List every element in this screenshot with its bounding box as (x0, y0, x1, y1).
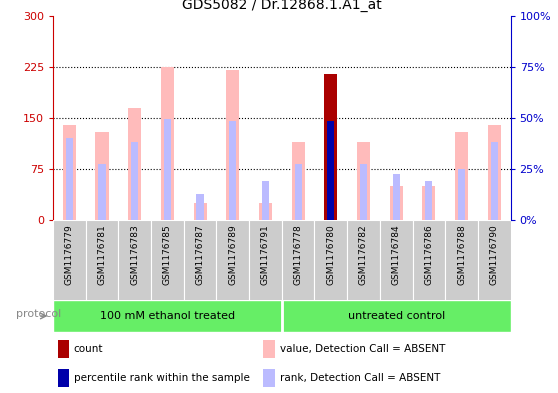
Bar (164, 119, 171, 220)
Bar (360, 164, 367, 220)
Bar (196, 194, 204, 220)
Bar (229, 121, 237, 220)
Text: 100 mM ethanol treated: 100 mM ethanol treated (100, 311, 235, 321)
Bar (389, 186, 403, 220)
Text: GSM1176783: GSM1176783 (130, 224, 139, 285)
Text: protocol: protocol (16, 309, 61, 320)
Text: GSM1176780: GSM1176780 (326, 224, 335, 285)
Bar (128, 108, 141, 220)
Bar (490, 142, 498, 220)
Text: GSM1176787: GSM1176787 (196, 224, 205, 285)
Bar (262, 181, 269, 220)
Bar (263, 369, 275, 387)
Bar (347, 220, 380, 301)
Text: count: count (74, 344, 103, 354)
Bar (249, 220, 282, 301)
Bar (412, 220, 445, 301)
Text: percentile rank within the sample: percentile rank within the sample (74, 373, 249, 383)
Text: GSM1176788: GSM1176788 (457, 224, 466, 285)
Text: value, Detection Call = ABSENT: value, Detection Call = ABSENT (280, 344, 445, 354)
Bar (86, 220, 118, 301)
Bar (445, 220, 478, 301)
Bar (295, 164, 302, 220)
Text: GSM1176781: GSM1176781 (98, 224, 107, 285)
Bar (292, 142, 305, 220)
Text: GSM1176785: GSM1176785 (163, 224, 172, 285)
Text: GSM1176791: GSM1176791 (261, 224, 270, 285)
Text: rank, Detection Call = ABSENT: rank, Detection Call = ABSENT (280, 373, 440, 383)
Bar (95, 132, 109, 220)
Text: GSM1176778: GSM1176778 (294, 224, 302, 285)
Bar (217, 220, 249, 301)
Bar (66, 138, 73, 220)
Bar (425, 180, 432, 220)
Bar (98, 164, 105, 220)
Bar (327, 121, 334, 220)
Bar (422, 186, 435, 220)
Bar (357, 142, 370, 220)
Bar (53, 300, 282, 332)
Text: GSM1176782: GSM1176782 (359, 224, 368, 285)
Text: untreated control: untreated control (348, 311, 445, 321)
Bar (455, 132, 468, 220)
Bar (194, 203, 206, 220)
Bar (324, 73, 338, 220)
Bar (263, 340, 275, 358)
Bar (315, 220, 347, 301)
Bar (488, 125, 501, 220)
Bar (131, 142, 138, 220)
Text: GSM1176779: GSM1176779 (65, 224, 74, 285)
Bar (118, 220, 151, 301)
Bar (380, 220, 412, 301)
Bar (63, 125, 76, 220)
Title: GDS5082 / Dr.12868.1.A1_at: GDS5082 / Dr.12868.1.A1_at (182, 0, 382, 12)
Text: GSM1176784: GSM1176784 (392, 224, 401, 285)
Text: GSM1176789: GSM1176789 (228, 224, 237, 285)
Bar (226, 70, 239, 220)
Bar (161, 67, 174, 220)
Bar (57, 369, 69, 387)
Text: GSM1176786: GSM1176786 (425, 224, 434, 285)
Bar (478, 220, 511, 301)
Bar (458, 169, 465, 220)
Bar (57, 340, 69, 358)
Bar (151, 220, 184, 301)
Bar (282, 220, 315, 301)
Bar (53, 220, 86, 301)
Bar (393, 174, 400, 220)
Text: GSM1176790: GSM1176790 (490, 224, 499, 285)
Bar (282, 300, 511, 332)
Bar (184, 220, 217, 301)
Bar (259, 203, 272, 220)
